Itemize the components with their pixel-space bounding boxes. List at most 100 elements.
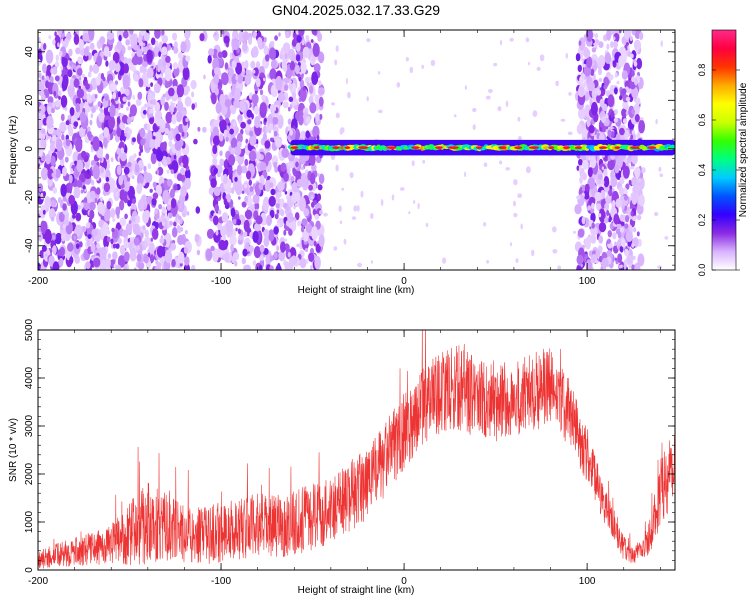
- heatmap-cell: [100, 215, 105, 221]
- heatmap-cell: [277, 92, 285, 103]
- heatmap-cell: [149, 188, 153, 193]
- heatmap-cell: [269, 47, 276, 60]
- heatmap-cell: [228, 122, 231, 126]
- heatmap-cell: [278, 114, 283, 120]
- heatmap-cell: [284, 261, 290, 270]
- heatmap-cell: [241, 190, 245, 194]
- heatmap-cell: [228, 67, 234, 77]
- heatmap-cell: [161, 46, 168, 56]
- heatmap-cell: [221, 50, 228, 59]
- heatmap-cell: [590, 226, 598, 237]
- heatmap-cell: [38, 232, 43, 242]
- heatmap-cell: [42, 63, 47, 74]
- heatmap-cell: [52, 261, 60, 270]
- heatmap-cell: [49, 76, 54, 83]
- heatmap-cell: [560, 118, 566, 122]
- heatmap-cell: [356, 205, 360, 212]
- y-tick-label: 3000: [24, 414, 35, 437]
- heatmap-cell: [600, 265, 604, 270]
- heatmap-cell: [134, 164, 140, 173]
- heatmap-cell: [593, 42, 599, 46]
- heatmap-cell: [123, 30, 129, 39]
- heatmap-cell: [273, 161, 278, 169]
- heatmap-cell: [236, 219, 242, 226]
- heatmap-cell: [76, 204, 81, 210]
- heatmap-cell: [73, 78, 80, 88]
- heatmap-cell: [583, 48, 591, 59]
- heatmap-cell: [580, 263, 583, 268]
- heatmap-cell: [178, 251, 185, 264]
- heatmap-cell: [231, 60, 237, 69]
- heatmap-cell: [552, 226, 557, 233]
- heatmap-cell: [60, 95, 68, 108]
- heatmap-cell: [306, 82, 310, 87]
- heatmap-cell: [235, 227, 238, 232]
- heatmap-cell: [61, 33, 65, 38]
- heatmap-cell: [241, 42, 248, 52]
- heatmap-cell: [314, 255, 321, 270]
- colorbar-tick-label: 0.6: [697, 114, 707, 127]
- heatmap-cell: [41, 139, 46, 146]
- heatmap-cell: [221, 73, 228, 84]
- heatmap-cell: [588, 124, 595, 134]
- heatmap-cell: [81, 48, 85, 54]
- heatmap-cell: [242, 248, 248, 257]
- heatmap-cell: [601, 116, 606, 123]
- colorbar: 0.0 0.2 0.4 0.6 0.8 Normalized spectral ampl…: [697, 29, 749, 276]
- heatmap-cell: [318, 80, 322, 86]
- heatmap-cell: [53, 90, 57, 97]
- heatmap-cell: [246, 170, 252, 180]
- heatmap-cell: [162, 266, 165, 270]
- signal-peak: [630, 146, 639, 150]
- heatmap-cell: [60, 199, 64, 205]
- heatmap-cell: [576, 195, 581, 200]
- heatmap-cell: [601, 166, 605, 171]
- heatmap-cell: [299, 79, 305, 89]
- heatmap-cell: [103, 137, 108, 148]
- heatmap-cell: [170, 198, 177, 209]
- heatmap-cell: [73, 121, 79, 127]
- heatmap-cell: [525, 37, 530, 43]
- heatmap-cell: [91, 106, 96, 113]
- heatmap-cell: [41, 94, 46, 102]
- heatmap-cell: [555, 80, 559, 87]
- heatmap-cell: [567, 131, 573, 136]
- heatmap-cell: [131, 198, 137, 204]
- signal-peak: [290, 146, 299, 150]
- heatmap-cell: [154, 208, 158, 215]
- heatmap-cell: [339, 220, 343, 225]
- heatmap-cell: [208, 48, 215, 57]
- y-tick-label: 0: [24, 567, 35, 573]
- heatmap-cell: [513, 179, 518, 186]
- heatmap-cell: [165, 111, 173, 124]
- heatmap-cell: [622, 118, 628, 124]
- heatmap-cell: [253, 67, 259, 77]
- heatmap-cell: [153, 131, 156, 137]
- heatmap-cell: [54, 31, 57, 37]
- heatmap-cell: [311, 71, 319, 85]
- heatmap-cell: [48, 35, 52, 40]
- heatmap-cell: [331, 102, 335, 106]
- heatmap-cell: [123, 166, 130, 175]
- heatmap-cell: [618, 55, 625, 68]
- heatmap-cell: [255, 215, 263, 225]
- heatmap-cell: [629, 35, 633, 42]
- heatmap-cell: [122, 229, 129, 238]
- heatmap-cell: [225, 136, 229, 142]
- heatmap-cell: [626, 42, 629, 46]
- heatmap-cell: [483, 222, 487, 227]
- heatmap-cell: [245, 69, 250, 75]
- heatmap-cell: [124, 184, 130, 192]
- heatmap-frame: [37, 29, 676, 271]
- heatmap-cell: [111, 227, 115, 233]
- heatmap-cell: [223, 129, 228, 136]
- heatmap-cell: [269, 255, 273, 262]
- heatmap-cell: [308, 184, 313, 191]
- heatmap-cell: [610, 176, 618, 188]
- heatmap-cell: [171, 227, 178, 238]
- heatmap-cell: [55, 54, 59, 62]
- heatmap-cell: [664, 236, 669, 240]
- heatmap-cell: [218, 133, 224, 142]
- y-tick-label: 20: [24, 94, 35, 106]
- heatmap-cell: [127, 101, 131, 107]
